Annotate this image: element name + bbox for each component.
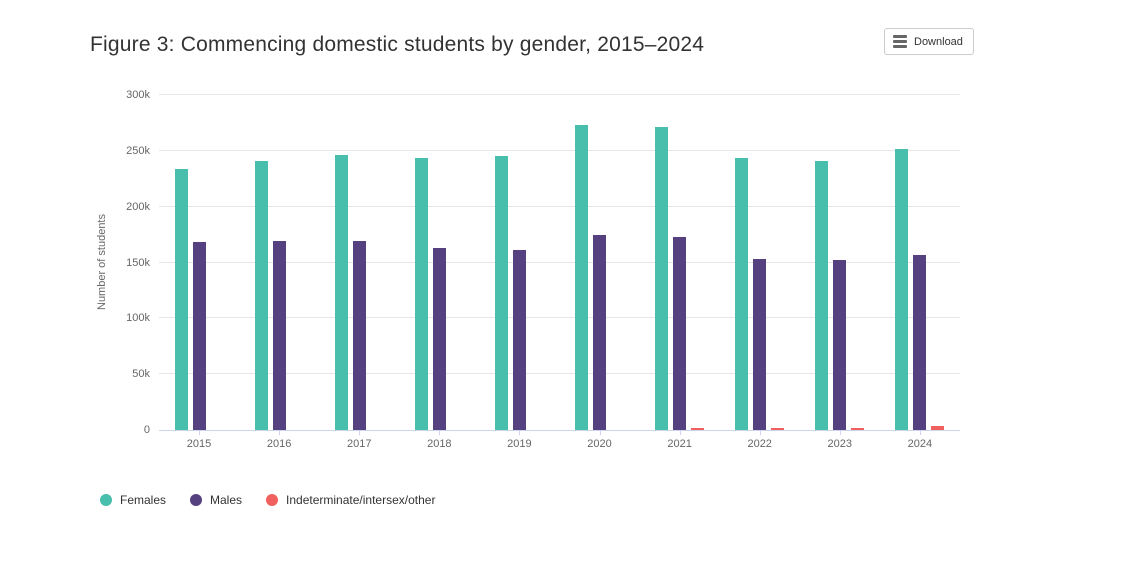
category-group-2021 <box>640 95 720 430</box>
gridline-250k <box>159 149 960 151</box>
x-axis-cell-2023: 2023 <box>800 430 880 450</box>
y-axis-tick-label: 300k <box>126 89 150 101</box>
x-axis-tick <box>759 430 761 435</box>
x-axis-cell-2021: 2021 <box>640 430 720 450</box>
bar-females-2020[interactable] <box>575 125 589 430</box>
bar-males-2017[interactable] <box>352 241 366 430</box>
x-axis-tick <box>839 430 841 435</box>
legend-marker-males <box>190 494 203 506</box>
bar-females-2017[interactable] <box>334 155 348 430</box>
y-axis-tick-label: 50k <box>132 368 150 381</box>
category-group-2016 <box>239 95 319 430</box>
y-axis-tick-label: 250k <box>126 144 150 157</box>
category-group-2024 <box>880 95 960 430</box>
x-axis-tick <box>199 430 201 435</box>
gridline-50k <box>159 373 960 375</box>
x-axis-tick-label: 2021 <box>667 438 692 450</box>
bar-males-2024[interactable] <box>913 254 927 430</box>
category-group-2019 <box>479 95 559 430</box>
x-axis-cell-2020: 2020 <box>559 430 639 450</box>
x-axis-tick <box>279 430 281 435</box>
x-axis-tick <box>679 430 681 435</box>
gridline-300k <box>159 94 960 95</box>
x-axis-tick-label: 2020 <box>587 438 612 450</box>
x-axis-tick <box>359 430 361 435</box>
x-axis-cell-2015: 2015 <box>159 430 239 450</box>
x-axis-tick-label: 2017 <box>346 438 372 450</box>
x-axis-tick <box>919 430 921 435</box>
bar-males-2021[interactable] <box>673 236 687 430</box>
category-group-2022 <box>720 95 800 430</box>
bar-females-2024[interactable] <box>895 148 909 430</box>
category-group-2023 <box>800 95 880 430</box>
x-axis-cell-2022: 2022 <box>720 430 800 450</box>
bar-females-2016[interactable] <box>254 160 268 430</box>
x-axis-cell-2018: 2018 <box>399 430 479 450</box>
gridline-200k <box>159 205 960 207</box>
x-axis-cell-2017: 2017 <box>319 430 399 450</box>
bar-males-2019[interactable] <box>512 250 526 430</box>
y-axis-labels: 0 50k 100k 150k 200k 250k 300k <box>0 89 150 436</box>
x-axis-tick-label: 2022 <box>747 438 772 450</box>
chart-title: Figure 3: Commencing domestic students b… <box>90 33 705 56</box>
bar-indeterminate-intersex-other-2023[interactable] <box>851 427 865 430</box>
download-button[interactable]: Download <box>884 28 974 55</box>
bar-females-2018[interactable] <box>414 157 428 430</box>
x-axis-cell-2016: 2016 <box>239 430 319 450</box>
y-axis-tick-label: 200k <box>126 200 150 213</box>
bar-indeterminate-intersex-other-2022[interactable] <box>771 427 785 430</box>
category-group-2018 <box>399 95 479 430</box>
x-axis-tick <box>599 430 601 435</box>
bar-males-2015[interactable] <box>192 242 206 430</box>
x-axis-tick-label: 2019 <box>507 438 532 450</box>
bar-males-2023[interactable] <box>833 260 847 430</box>
x-axis-tick-label: 2018 <box>427 438 452 450</box>
x-axis-tick-label: 2015 <box>186 438 212 450</box>
hamburger-menu-icon <box>893 35 907 48</box>
x-axis-tick <box>519 430 521 435</box>
download-button-label: Download <box>914 35 963 48</box>
bar-females-2022[interactable] <box>735 157 749 430</box>
plot-area <box>159 94 960 431</box>
legend-marker-indeterminate-intersex-other <box>266 494 279 506</box>
category-group-2017 <box>319 95 399 430</box>
bar-males-2018[interactable] <box>432 248 446 430</box>
bar-females-2015[interactable] <box>174 168 188 430</box>
legend-marker-females <box>100 494 112 506</box>
bar-females-2019[interactable] <box>494 156 508 430</box>
y-axis-tick-label: 0 <box>143 424 150 436</box>
x-axis-tick <box>439 430 441 435</box>
bar-indeterminate-intersex-other-2024[interactable] <box>931 425 945 430</box>
legend-label: Indeterminate/intersex/other <box>286 493 436 507</box>
gridline-150k <box>159 261 960 263</box>
legend-item-males[interactable]: Males <box>190 493 242 507</box>
bar-males-2022[interactable] <box>753 259 767 430</box>
legend-item-indeterminate-intersex-other[interactable]: Indeterminate/intersex/other <box>266 493 435 507</box>
legend-item-females[interactable]: Females <box>100 493 166 507</box>
y-axis-tick-label: 150k <box>126 256 150 269</box>
bar-males-2020[interactable] <box>593 234 607 430</box>
bar-females-2023[interactable] <box>815 160 829 430</box>
x-axis-tick-label: 2024 <box>907 438 933 450</box>
x-axis-tick-label: 2016 <box>266 438 292 450</box>
gridline-100k <box>159 317 960 319</box>
x-axis-tick-label: 2023 <box>827 438 853 450</box>
category-group-2015 <box>159 95 239 430</box>
bar-males-2016[interactable] <box>272 241 286 430</box>
legend-label: Males <box>210 493 243 507</box>
x-axis-labels: 2015 2016 2017 2018 2019 2020 2021 2022 2023 2024 <box>159 430 960 450</box>
category-group-2020 <box>559 95 639 430</box>
x-axis-cell-2024: 2024 <box>880 430 960 450</box>
y-axis-tick-label: 100k <box>126 312 150 325</box>
bar-females-2021[interactable] <box>655 127 669 430</box>
x-axis-cell-2019: 2019 <box>479 430 559 450</box>
legend: Females Males Indeterminate/intersex/other <box>100 493 435 507</box>
bar-indeterminate-intersex-other-2021[interactable] <box>691 427 705 430</box>
legend-label: Females <box>120 493 167 507</box>
